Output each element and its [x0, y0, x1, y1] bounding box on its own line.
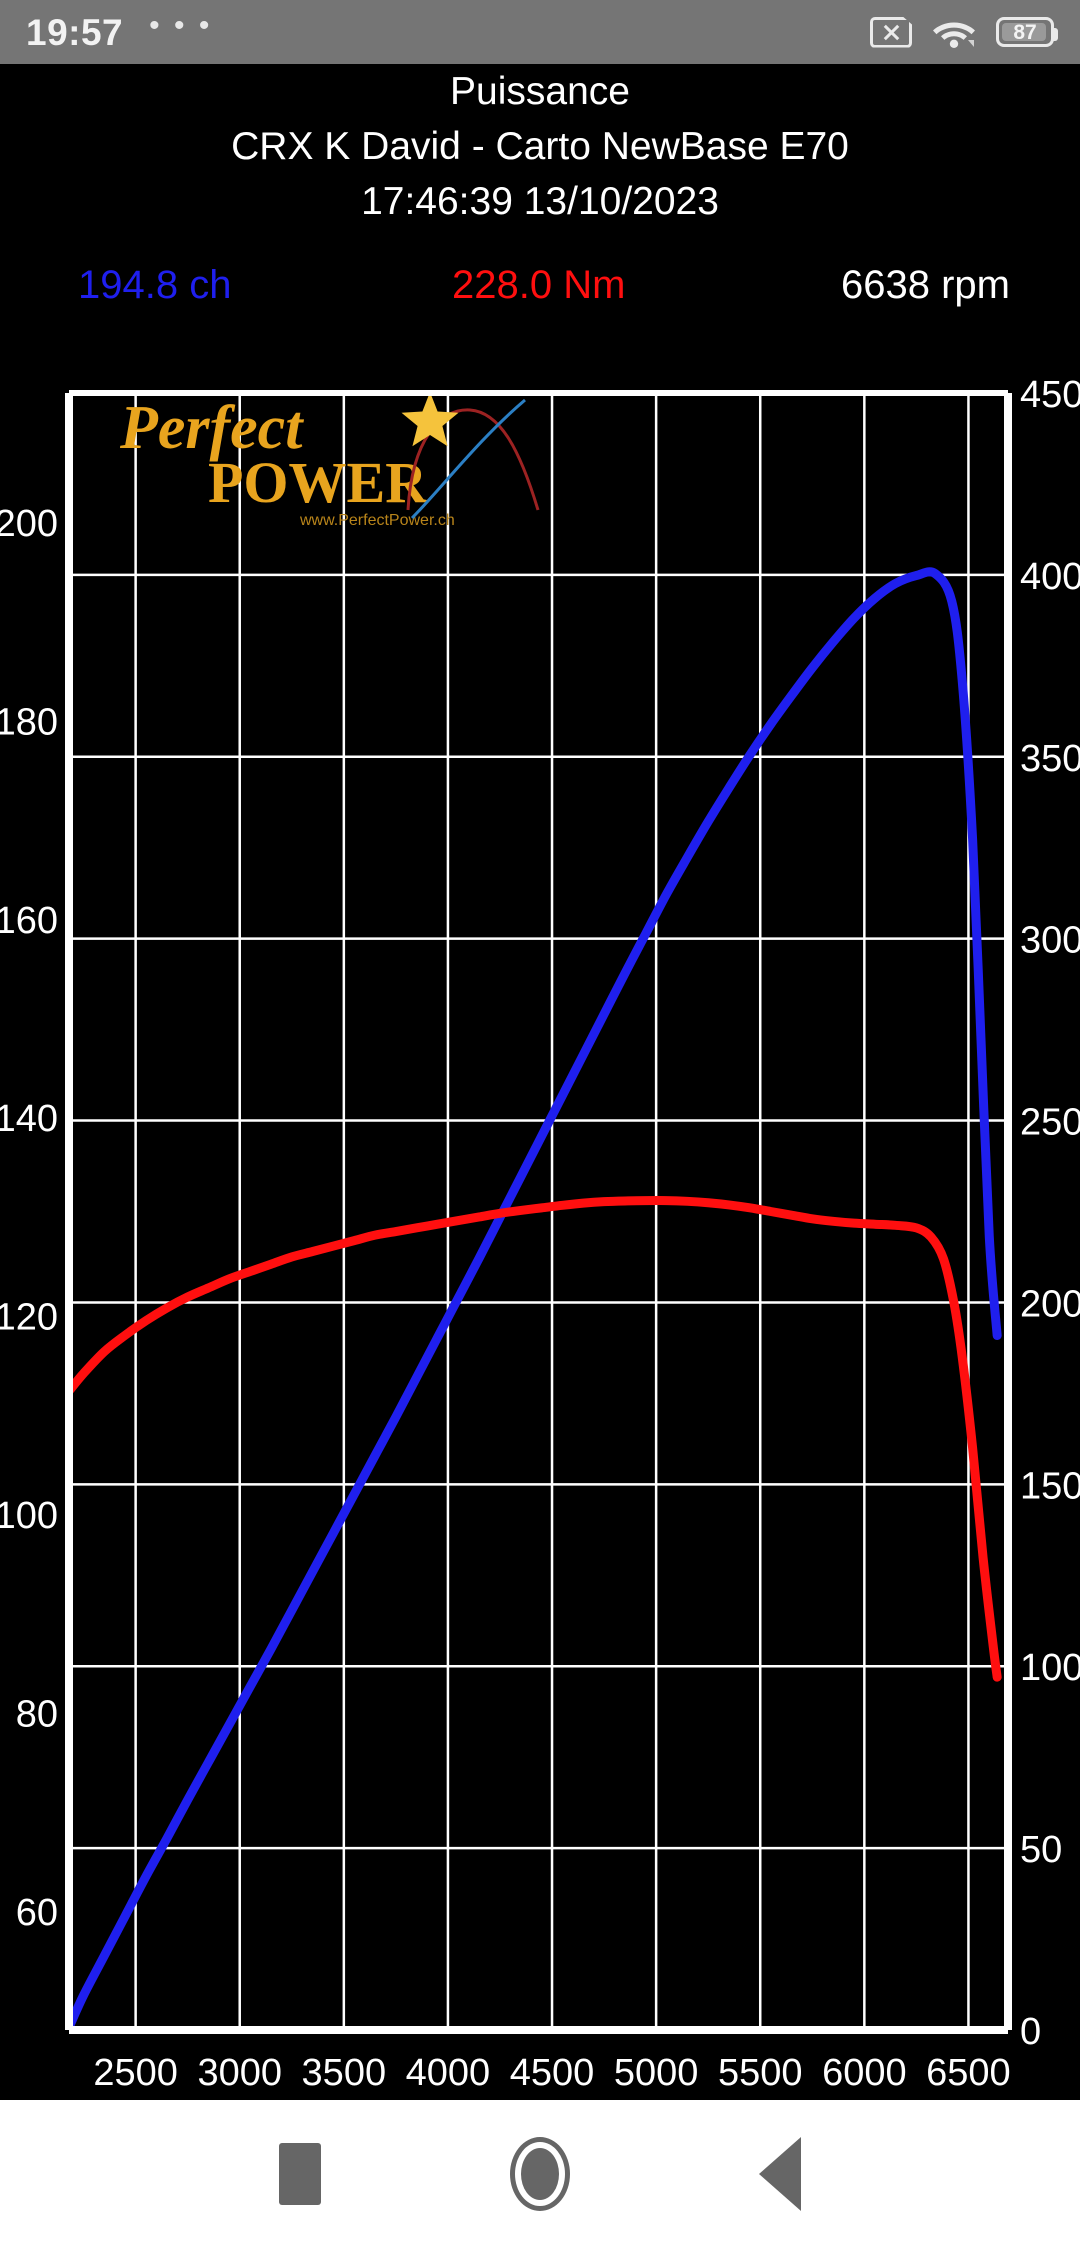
watermark-url: www.PerfectPower.ch — [299, 512, 455, 529]
battery-level: 87 — [1013, 20, 1037, 44]
sim-card-x-icon — [870, 16, 912, 48]
ytick-left: 120 — [0, 1297, 58, 1339]
ytick-right: 50 — [1020, 1829, 1062, 1871]
watermark-line1: Perfect — [119, 394, 304, 462]
ytick-right: 400 — [1020, 556, 1080, 598]
chart-timestamp: 17:46:39 13/10/2023 — [361, 180, 719, 223]
xtick: 3500 — [302, 2052, 387, 2090]
watermark-line2: POWER — [208, 450, 428, 515]
ytick-left: 140 — [0, 1098, 58, 1140]
summary-stats: 194.8 ch 228.0 Nm 6638 rpm — [0, 255, 1080, 315]
ytick-right: 350 — [1020, 738, 1080, 780]
ytick-left: 200 — [0, 503, 58, 545]
dyno-chart[interactable]: Perfect POWER www.PerfectPower.ch 60 80 100 12… — [0, 370, 1080, 2090]
ytick-right: 450 — [1020, 374, 1080, 416]
status-clock: 19:57 — [26, 11, 124, 53]
watermark-power-curve — [410, 398, 526, 520]
ytick-right: 300 — [1020, 920, 1080, 962]
status-icons: 87 — [870, 16, 1058, 49]
circle-icon — [510, 2137, 570, 2211]
sim-card-outline — [870, 16, 912, 48]
gridlines — [69, 391, 1008, 2032]
square-icon — [279, 2143, 321, 2205]
xtick: 5000 — [614, 2052, 699, 2090]
series-group — [69, 567, 1002, 2030]
chart-subtitle: CRX K David - Carto NewBase E70 — [231, 125, 849, 168]
xtick: 6500 — [926, 2052, 1011, 2090]
watermark-torque-curve — [406, 408, 540, 511]
status-overflow-icon: • • • — [149, 9, 213, 42]
nav-recents-button[interactable] — [180, 2100, 420, 2248]
stat-peak-torque: 228.0 Nm — [452, 263, 626, 307]
ytick-right: 100 — [1020, 1647, 1080, 1689]
stat-peak-power: 194.8 ch — [78, 263, 232, 307]
nav-home-button[interactable] — [420, 2100, 660, 2248]
nav-back-button[interactable] — [660, 2100, 900, 2248]
wifi-icon — [932, 16, 976, 49]
xtick: 4500 — [510, 2052, 595, 2090]
battery-tip — [1053, 28, 1058, 41]
star-icon — [401, 392, 459, 447]
triangle-left-icon — [759, 2137, 801, 2211]
ytick-right: 250 — [1020, 1102, 1080, 1144]
series-line-couple — [69, 1196, 1002, 1682]
battery-fill — [1002, 23, 1046, 41]
chart-header: Puissance CRX K David - Carto NewBase E7… — [0, 64, 1080, 229]
plot-frame — [65, 390, 1012, 2034]
android-nav-bar — [0, 2100, 1080, 2248]
battery-icon: 87 — [996, 17, 1058, 47]
stat-max-rpm: 6638 rpm — [841, 263, 1010, 307]
tick-labels: 60 80 100 120 140 160 180 200 0 50 100 150 200 250 300… — [0, 374, 1080, 2090]
ytick-right: 0 — [1020, 2011, 1041, 2053]
xtick: 4000 — [406, 2052, 491, 2090]
xtick: 5500 — [718, 2052, 803, 2090]
ytick-left: 60 — [16, 1892, 58, 1934]
series-line-puissance — [69, 567, 1002, 2030]
xtick: 6000 — [822, 2052, 907, 2090]
xtick: 3000 — [197, 2052, 282, 2090]
ytick-left: 180 — [0, 701, 58, 743]
ytick-right: 150 — [1020, 1465, 1080, 1507]
ytick-left: 100 — [0, 1495, 58, 1537]
page-title: Puissance — [450, 70, 630, 113]
ytick-left: 160 — [0, 900, 58, 942]
status-bar: 19:57 • • • 87 — [0, 0, 1080, 64]
ytick-right: 200 — [1020, 1283, 1080, 1325]
ytick-left: 80 — [16, 1694, 58, 1736]
xtick: 2500 — [93, 2052, 178, 2090]
